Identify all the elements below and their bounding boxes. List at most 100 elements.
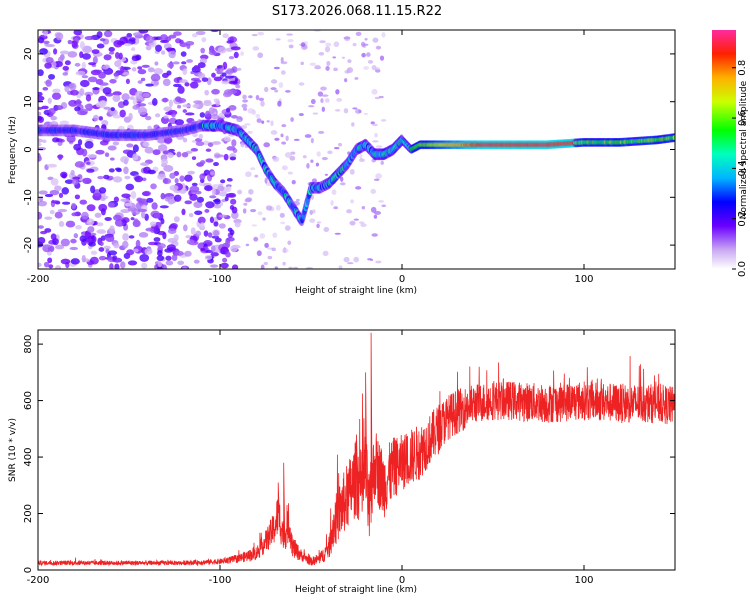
heatmap-x-tick-label: -200 <box>27 274 50 285</box>
noise-blob <box>233 51 239 59</box>
noise-blob <box>184 250 192 257</box>
noise-blob <box>200 222 205 229</box>
noise-blob <box>361 52 366 58</box>
noise-blob <box>360 223 367 228</box>
noise-blob <box>99 241 104 247</box>
noise-blob <box>81 148 88 157</box>
noise-blob <box>207 142 214 147</box>
noise-blob <box>343 256 350 263</box>
heatmap-xlabel: Height of straight line (km) <box>295 286 417 296</box>
noise-blob <box>88 241 96 247</box>
noise-blob <box>334 147 340 150</box>
noise-blob <box>272 232 278 238</box>
noise-blob <box>86 161 91 165</box>
noise-blob <box>243 107 248 111</box>
noise-blob <box>132 104 140 110</box>
noise-blob <box>68 99 78 107</box>
noise-blob <box>370 258 374 261</box>
noise-blob <box>161 72 169 79</box>
noise-blob <box>65 220 76 228</box>
noise-blob <box>185 235 191 239</box>
noise-blob <box>107 145 117 151</box>
noise-blob <box>192 132 198 138</box>
noise-blob <box>122 149 133 154</box>
noise-blob <box>150 73 161 82</box>
heatmap-y-tick-label: -20 <box>23 237 34 253</box>
noise-blob <box>153 81 160 86</box>
noise-blob <box>154 113 161 118</box>
noise-blob <box>355 31 362 36</box>
heatmap-y-tick-label: 20 <box>23 48 34 61</box>
noise-blob <box>324 98 330 103</box>
noise-blob <box>381 32 386 38</box>
noise-blob <box>210 30 220 33</box>
noise-blob <box>186 59 193 63</box>
noise-blob <box>145 35 155 44</box>
noise-blob <box>334 109 341 112</box>
noise-blob <box>132 32 143 37</box>
noise-blob <box>44 193 54 198</box>
noise-blob <box>182 224 188 232</box>
noise-blob <box>159 34 169 42</box>
noise-blob <box>231 139 237 147</box>
noise-blob <box>84 140 94 149</box>
noise-blob <box>113 214 122 221</box>
noise-blob <box>103 54 112 61</box>
noise-blob <box>199 160 206 165</box>
noise-blob <box>73 143 82 151</box>
noise-blob <box>177 97 187 104</box>
noise-blob <box>136 197 143 203</box>
noise-blob <box>51 92 62 100</box>
noise-blob <box>253 236 259 242</box>
noise-blob <box>38 211 43 220</box>
noise-blob <box>284 152 292 158</box>
noise-blob <box>130 217 135 221</box>
noise-blob <box>161 97 169 103</box>
heatmap-x-tick-label: -100 <box>209 274 232 285</box>
noise-blob <box>107 202 115 208</box>
noise-blob <box>43 40 50 45</box>
noise-blob <box>191 182 198 187</box>
noise-blob <box>132 153 139 161</box>
noise-blob <box>358 221 365 225</box>
noise-blob <box>240 142 245 148</box>
noise-blob <box>38 225 44 229</box>
snr-frame <box>37 329 676 571</box>
noise-blob <box>151 98 158 106</box>
noise-blob <box>250 167 256 171</box>
noise-blob <box>181 208 186 216</box>
noise-blob <box>173 234 179 242</box>
noise-blob <box>272 156 280 162</box>
noise-blob <box>184 82 190 87</box>
noise-blob <box>332 56 337 59</box>
noise-blob <box>145 227 155 232</box>
noise-blob <box>96 229 107 234</box>
noise-blob <box>240 51 244 56</box>
noise-blob <box>338 265 343 269</box>
noise-blob <box>230 46 241 51</box>
noise-blob <box>174 119 184 126</box>
noise-blob <box>38 142 42 147</box>
noise-blob <box>120 156 130 163</box>
noise-blob <box>210 264 219 268</box>
noise-blob <box>110 157 115 161</box>
noise-blob <box>256 118 262 123</box>
noise-blob <box>114 263 120 269</box>
noise-blob <box>60 258 71 265</box>
noise-blob <box>367 59 374 64</box>
noise-blob <box>213 230 220 237</box>
noise-blob <box>130 190 137 199</box>
noise-blob <box>312 209 316 214</box>
noise-blob <box>321 106 326 112</box>
noise-blob <box>327 150 333 155</box>
noise-blob <box>195 141 205 147</box>
heatmap-y-tick-label: 10 <box>23 95 34 108</box>
noise-blob <box>60 238 70 247</box>
noise-blob <box>95 149 105 155</box>
noise-blob <box>177 104 182 109</box>
noise-blob <box>218 191 228 197</box>
noise-blob <box>193 201 203 209</box>
noise-blob <box>304 134 312 138</box>
noise-blob <box>319 40 326 44</box>
noise-blob <box>74 161 85 168</box>
